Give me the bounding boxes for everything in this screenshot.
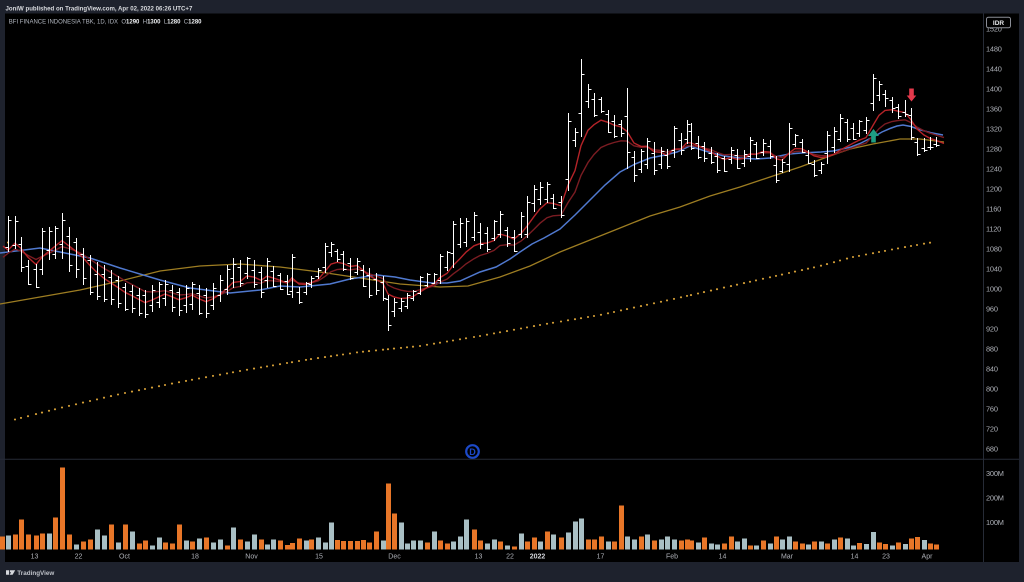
svg-text:680: 680 bbox=[986, 444, 998, 453]
svg-text:15: 15 bbox=[315, 554, 323, 561]
svg-text:14: 14 bbox=[719, 554, 727, 561]
svg-text:840: 840 bbox=[986, 364, 998, 373]
svg-text:1520: 1520 bbox=[986, 24, 1002, 33]
svg-text:760: 760 bbox=[986, 404, 998, 413]
svg-text:2022: 2022 bbox=[530, 554, 546, 561]
svg-text:Oct: Oct bbox=[119, 554, 130, 561]
svg-text:Apr: Apr bbox=[922, 554, 934, 561]
svg-text:17: 17 bbox=[597, 554, 605, 561]
svg-text:22: 22 bbox=[506, 554, 514, 561]
svg-text:1040: 1040 bbox=[986, 264, 1002, 273]
svg-text:Feb: Feb bbox=[666, 554, 678, 561]
svg-text:Dec: Dec bbox=[388, 554, 401, 561]
svg-text:1000: 1000 bbox=[986, 284, 1002, 293]
svg-text:TradingView: TradingView bbox=[17, 570, 54, 577]
svg-text:D: D bbox=[469, 447, 476, 457]
svg-text:1080: 1080 bbox=[986, 244, 1002, 253]
svg-text:1440: 1440 bbox=[986, 64, 1002, 73]
svg-text:200M: 200M bbox=[986, 493, 1004, 502]
svg-text:BFI FINANCE INDONESIA TBK, 1D,: BFI FINANCE INDONESIA TBK, 1D, IDX O1290… bbox=[9, 20, 202, 26]
svg-text:13: 13 bbox=[31, 554, 39, 561]
svg-text:1240: 1240 bbox=[986, 164, 1002, 173]
svg-text:1360: 1360 bbox=[986, 104, 1002, 113]
svg-text:720: 720 bbox=[986, 424, 998, 433]
svg-text:14: 14 bbox=[851, 554, 859, 561]
svg-text:880: 880 bbox=[986, 344, 998, 353]
svg-text:22: 22 bbox=[75, 554, 83, 561]
svg-text:960: 960 bbox=[986, 304, 998, 313]
svg-text:23: 23 bbox=[882, 554, 890, 561]
svg-text:100M: 100M bbox=[986, 518, 1004, 527]
svg-text:300M: 300M bbox=[986, 469, 1004, 478]
svg-text:Nov: Nov bbox=[245, 554, 258, 561]
svg-text:JoniW published on TradingView: JoniW published on TradingView.com, Apr … bbox=[6, 5, 193, 12]
svg-text:Mar: Mar bbox=[781, 554, 794, 561]
svg-text:18: 18 bbox=[191, 554, 199, 561]
svg-text:1480: 1480 bbox=[986, 44, 1002, 53]
svg-text:1160: 1160 bbox=[986, 204, 1001, 213]
svg-text:1120: 1120 bbox=[986, 224, 1001, 233]
svg-text:1280: 1280 bbox=[986, 144, 1002, 153]
svg-text:1200: 1200 bbox=[986, 184, 1002, 193]
svg-text:1320: 1320 bbox=[986, 124, 1002, 133]
svg-text:1400: 1400 bbox=[986, 84, 1002, 93]
svg-text:920: 920 bbox=[986, 324, 998, 333]
svg-text:IDR: IDR bbox=[993, 20, 1005, 27]
svg-text:13: 13 bbox=[475, 554, 483, 561]
svg-text:800: 800 bbox=[986, 384, 998, 393]
